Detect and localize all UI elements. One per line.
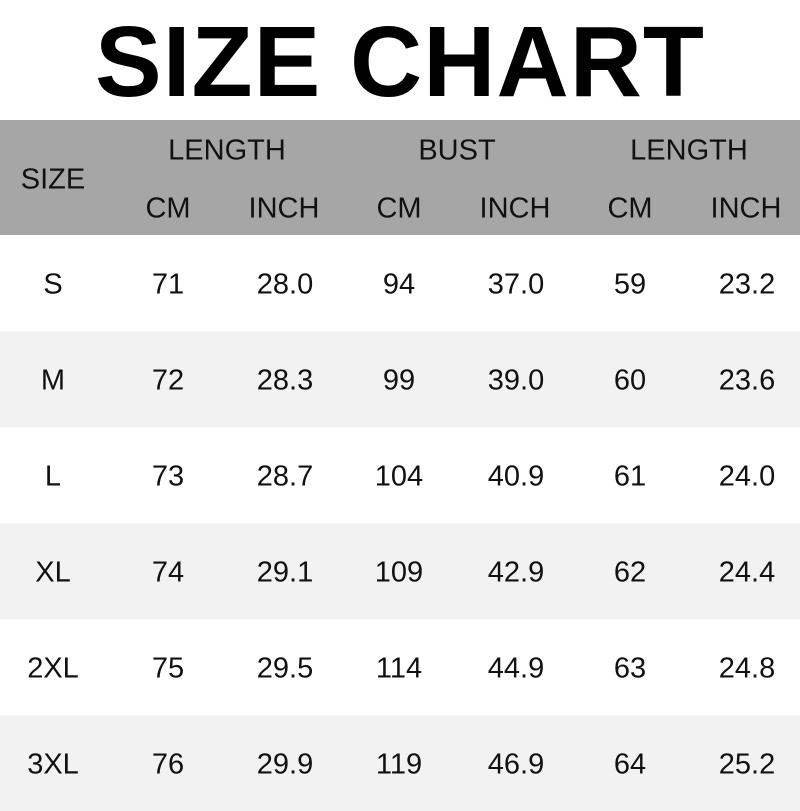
size-label: 2XL (27, 652, 79, 685)
header-group: LENGTH (630, 134, 748, 167)
table-cell: 44.9 (487, 652, 545, 685)
table-cell: 62 (613, 556, 647, 589)
table-row (0, 331, 800, 427)
table-cell: 114 (375, 652, 423, 685)
table-cell: 37.0 (487, 268, 545, 301)
header-size: SIZE (20, 163, 86, 196)
header-group: BUST (418, 134, 496, 167)
table-cell: 28.7 (256, 460, 314, 493)
table-cell: 99 (382, 364, 416, 397)
table-cell: 71 (151, 268, 185, 301)
table-cell: 23.6 (718, 364, 776, 397)
table-cell: 94 (382, 268, 416, 301)
header-unit: CM (607, 192, 653, 225)
size-label: M (40, 364, 66, 397)
table-cell: 59 (613, 268, 647, 301)
table-cell: 63 (613, 652, 647, 685)
header-unit: CM (376, 192, 422, 225)
table-cell: 28.0 (256, 268, 314, 301)
table-cell: 25.2 (718, 748, 776, 781)
table-cell: 29.5 (256, 652, 314, 685)
table-cell: 39.0 (487, 364, 545, 397)
table-cell: 64 (613, 748, 647, 781)
table-cell: 24.8 (718, 652, 776, 685)
table-header (0, 120, 800, 235)
table-cell: 109 (374, 556, 424, 589)
table-cell: 119 (375, 748, 423, 781)
table-cell: 74 (151, 556, 185, 589)
table-cell: 72 (151, 364, 185, 397)
table-cell: 61 (613, 460, 647, 493)
table-cell: 24.4 (718, 556, 776, 589)
page-title: SIZE CHART (95, 6, 705, 118)
size-label: S (43, 268, 63, 301)
size-label: L (44, 460, 62, 493)
table-cell: 75 (151, 652, 185, 685)
header-group: LENGTH (168, 134, 286, 167)
table-cell: 76 (151, 748, 185, 781)
table-cell: 42.9 (487, 556, 545, 589)
table-cell: 40.9 (487, 460, 545, 493)
table-cell: 46.9 (487, 748, 545, 781)
table-cell: 29.1 (256, 556, 314, 589)
table-cell: 104 (374, 460, 424, 493)
header-unit: CM (145, 192, 191, 225)
header-unit: INCH (710, 192, 782, 225)
header-unit: INCH (479, 192, 551, 225)
size-label: XL (35, 556, 71, 589)
table-cell: 28.3 (256, 364, 314, 397)
table-row (0, 715, 800, 811)
table-cell: 29.9 (256, 748, 314, 781)
table-cell: 23.2 (718, 268, 776, 301)
size-label: 3XL (27, 748, 79, 781)
header-unit: INCH (248, 192, 320, 225)
table-row (0, 523, 800, 619)
table-cell: 73 (151, 460, 185, 493)
table-cell: 24.0 (718, 460, 776, 493)
table-cell: 60 (613, 364, 647, 397)
